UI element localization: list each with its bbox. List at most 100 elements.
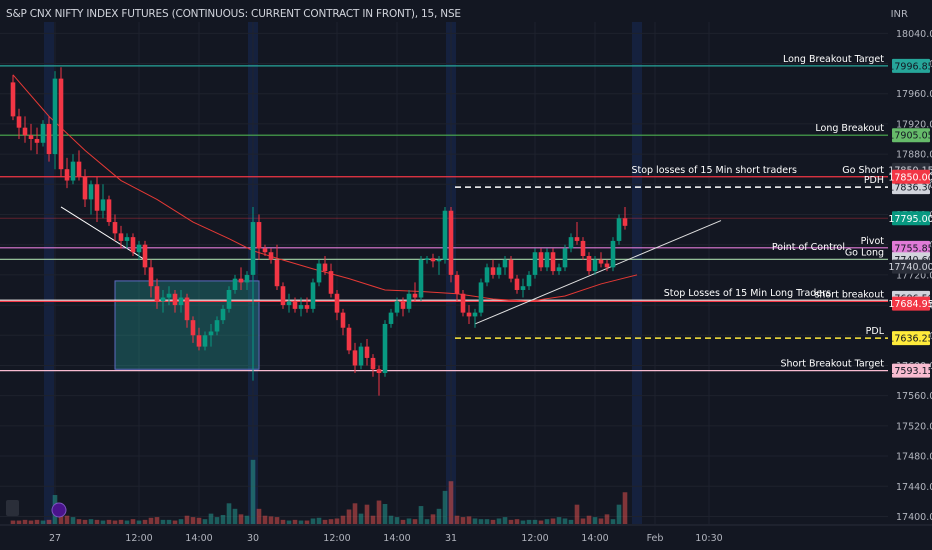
candle-body [34, 139, 40, 143]
candle-body [460, 293, 466, 313]
candle-body [220, 308, 226, 321]
price-tag [892, 58, 930, 73]
candle-body [172, 293, 178, 306]
volume-bar [388, 515, 394, 524]
volume-bar [466, 516, 472, 524]
volume-bar [478, 519, 484, 524]
volume-bar [292, 519, 298, 524]
volume-bar [454, 515, 460, 524]
candle-body [118, 233, 124, 241]
candle-body [604, 263, 610, 268]
time-tick-label: 30 [247, 533, 259, 544]
volume-bar [580, 518, 586, 524]
volume-bar [94, 519, 100, 524]
volume-bar [328, 519, 334, 524]
candle-body [166, 293, 172, 298]
volume-bar [550, 518, 556, 524]
volume-bar [484, 519, 490, 524]
price-tag [892, 211, 930, 226]
price-tick-label: 17560.00 [896, 391, 932, 402]
volume-bar [214, 517, 220, 524]
candle-body [538, 252, 544, 268]
candle-body [58, 78, 64, 170]
candle-body [574, 237, 580, 241]
candle-body [334, 293, 340, 313]
candle-body [442, 210, 448, 260]
price-tag-label: 17850.00 [888, 172, 932, 183]
level-label: Stop Losses of 15 Min Long Traders [664, 288, 831, 299]
candle-body [196, 335, 202, 347]
price-tick-label: 17400.00 [896, 512, 932, 523]
price-tag-label: 17996.85 [888, 61, 932, 72]
price-tag-label: 17755.85 [888, 243, 932, 254]
price-axis-bg [888, 0, 932, 550]
candle-body [340, 312, 346, 328]
volume-bar [448, 481, 454, 524]
candle-body [244, 274, 250, 283]
volume-bar [376, 500, 382, 524]
time-tick-label: 12:00 [323, 533, 350, 544]
time-tick-label: 31 [445, 533, 457, 544]
volume-bar [352, 503, 358, 524]
volume-bar [22, 519, 28, 524]
volume-bar [406, 518, 412, 524]
volume-bar [316, 517, 322, 524]
volume-bar [526, 519, 532, 524]
candle-body [286, 301, 292, 306]
price-axis: 18040.0018000.0017960.0017920.0017880.00… [888, 0, 932, 550]
candle-body [382, 323, 388, 374]
level-label: Stop losses of 15 Min short traders [631, 165, 797, 176]
candle-body [610, 240, 616, 268]
volume-bar [418, 506, 424, 524]
price-tag-label: 17593.15 [888, 366, 932, 377]
candle-body [370, 357, 376, 370]
volume-bar [190, 517, 196, 524]
candle-body [226, 289, 232, 309]
volume-bar [496, 518, 502, 524]
price-tag [892, 259, 930, 274]
price-tag [892, 169, 930, 184]
candle-body [238, 278, 244, 283]
volume-bar [544, 519, 550, 524]
candle-body [484, 267, 490, 283]
candle-body [130, 237, 136, 253]
candle-body [328, 271, 334, 294]
candle-body [256, 222, 262, 249]
candle-body [430, 258, 436, 262]
volume-bar [202, 519, 208, 524]
volume-bar [118, 519, 124, 524]
level-label: Long Breakout [815, 123, 884, 134]
candle-body [310, 282, 316, 309]
volume-bars [10, 459, 628, 524]
price-tag [892, 331, 930, 346]
candle-body [526, 274, 532, 287]
level-label: Go Long [845, 247, 884, 258]
level-label: Long Breakout Target [783, 54, 884, 65]
candle-body [124, 237, 130, 241]
grid [0, 22, 888, 524]
candle-body [262, 248, 268, 253]
currency-label: INR [890, 9, 908, 20]
candle-body [412, 293, 418, 298]
volume-bar [268, 516, 274, 524]
volume-bar [502, 517, 508, 524]
chart-title: S&P CNX NIFTY INDEX FUTURES (CONTINUOUS:… [6, 8, 461, 20]
candles [10, 67, 628, 396]
volume-bar [370, 515, 376, 524]
volume-bar [136, 520, 142, 524]
volume-bar [382, 503, 388, 524]
volume-bar [616, 504, 622, 524]
volume-bar [424, 519, 430, 524]
volume-bar [10, 520, 16, 524]
replay-icon [51, 502, 67, 518]
candle-body [478, 282, 484, 313]
volume-bar [166, 519, 172, 524]
candle-body [190, 320, 196, 336]
candle-body [208, 331, 214, 336]
volume-bar [28, 520, 34, 524]
time-tick-label: 14:00 [185, 533, 212, 544]
candle-body [100, 199, 106, 211]
candle-body [316, 263, 322, 283]
level-label: short breakout [814, 289, 884, 300]
